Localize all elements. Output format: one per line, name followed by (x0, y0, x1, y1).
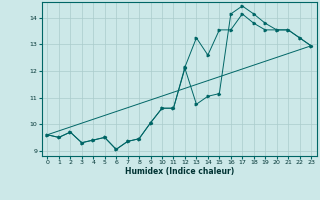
X-axis label: Humidex (Indice chaleur): Humidex (Indice chaleur) (124, 167, 234, 176)
